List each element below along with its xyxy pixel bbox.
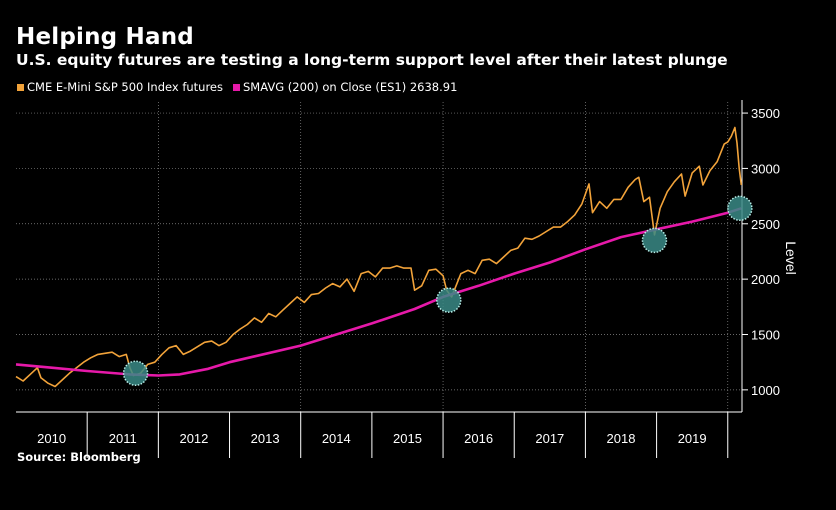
support-highlight-circle [122, 360, 149, 386]
x-tick-label: 2016 [464, 431, 493, 446]
price-swatch-icon [17, 83, 24, 91]
y-tick-label: 2000 [751, 272, 780, 287]
sma-swatch-icon [233, 83, 240, 91]
legend-item-sma: SMAVG (200) on Close (ES1) 2638.91 [233, 80, 457, 94]
y-tick-label: 1000 [751, 383, 780, 398]
chart-title: Helping Hand [16, 24, 194, 50]
support-highlight-circle [641, 227, 668, 254]
x-tick-label: 2015 [393, 431, 422, 446]
x-tick-label: 2017 [535, 431, 564, 446]
x-tick-label: 2013 [251, 431, 280, 446]
legend-item-price: CME E-Mini S&P 500 Index futures [17, 80, 223, 94]
x-tick-label: 2011 [109, 431, 137, 446]
legend-label-sma: SMAVG (200) on Close (ES1) 2638.91 [243, 80, 458, 94]
y-tick-label: 3500 [751, 106, 780, 121]
chart-subtitle: U.S. equity futures are testing a long-t… [16, 51, 728, 69]
x-tick-label: 2014 [322, 431, 351, 446]
price-series-line [15, 126, 743, 388]
grid-layer [16, 102, 742, 412]
y-axis-label: Level [783, 241, 799, 274]
highlight-layer [122, 195, 753, 386]
sma-series-line [15, 207, 742, 377]
y-tick-label: 3000 [751, 161, 780, 176]
support-highlight-circle [436, 287, 462, 313]
legend-label-price: CME E-Mini S&P 500 Index futures [27, 80, 223, 94]
series-layer [15, 126, 743, 388]
y-tick-label: 2500 [751, 217, 780, 232]
x-tick-label: 2012 [179, 431, 208, 446]
axis-layer: 1000 1500 2000 2500 3000 3500 2010 2011 2012 2013… [16, 100, 780, 458]
source-note: Source: Bloomberg [17, 450, 141, 464]
legend: CME E-Mini S&P 500 Index futures SMAVG (… [17, 80, 467, 94]
x-tick-label: 2010 [37, 431, 66, 446]
support-highlight-circle [727, 195, 753, 222]
x-tick-label: 2019 [678, 431, 707, 446]
y-tick-label: 1500 [751, 328, 780, 343]
x-tick-label: 2018 [607, 431, 636, 446]
